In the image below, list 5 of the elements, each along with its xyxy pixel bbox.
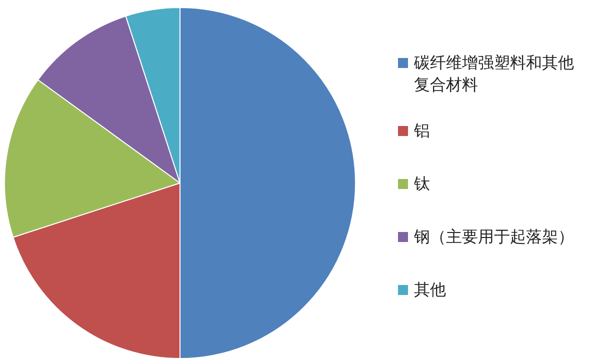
legend-label: 钛 xyxy=(414,173,430,195)
legend-label: 铝 xyxy=(414,120,430,142)
legend-label: 碳纤维增强塑料和其他复合材料 xyxy=(414,52,575,96)
legend-label: 其他 xyxy=(414,279,446,301)
legend-label: 钢（主要用于起落架） xyxy=(414,226,574,248)
